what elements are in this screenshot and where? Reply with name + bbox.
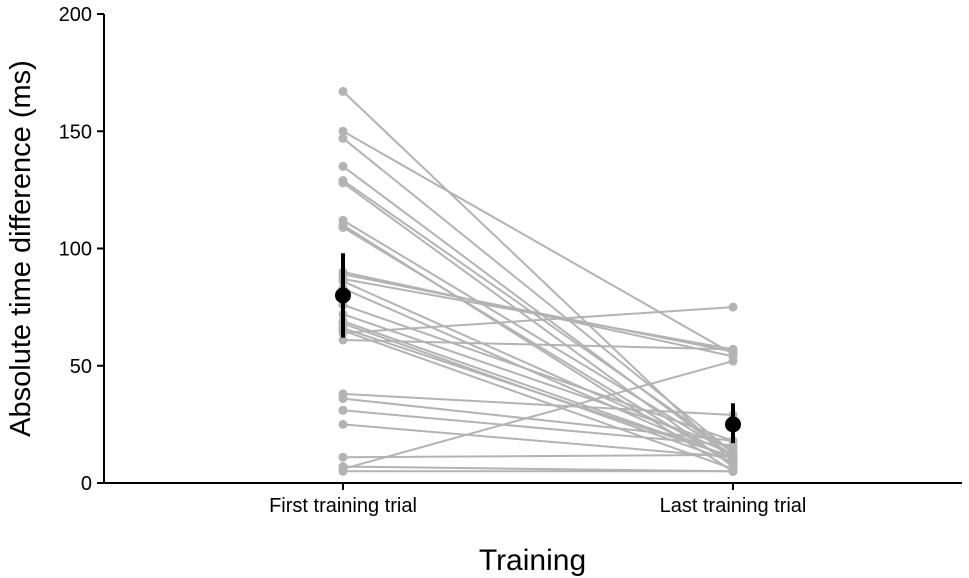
subject-line <box>342 287 734 461</box>
subject-point <box>338 419 348 429</box>
x-axis-title: Training <box>479 544 586 577</box>
y-tick-label: 50 <box>70 356 92 378</box>
subject-line <box>342 338 734 351</box>
subject-line <box>342 303 734 442</box>
subject-point <box>338 178 348 188</box>
y-tick-label: 200 <box>59 4 92 26</box>
x-tick-label: Last training trial <box>660 495 807 517</box>
subject-point <box>338 222 348 232</box>
subject-point <box>728 344 738 354</box>
subject-point <box>728 466 738 476</box>
y-tick-label: 150 <box>59 121 92 143</box>
subject-point <box>338 161 348 171</box>
subject-line <box>342 423 734 459</box>
subject-line <box>342 327 734 459</box>
subject-line <box>342 392 734 416</box>
subject-point <box>338 405 348 415</box>
subject-line <box>342 165 734 459</box>
mean-marks <box>335 253 741 444</box>
subject-line <box>342 453 734 459</box>
subject-line <box>342 273 734 353</box>
y-axis-ticks: 0 50 100 150 200 <box>59 4 104 495</box>
subject-point <box>728 356 738 366</box>
subject-point <box>338 466 348 476</box>
subject-line <box>342 278 734 351</box>
subject-line <box>342 397 734 442</box>
subject-line <box>342 179 734 454</box>
subject-point <box>728 450 738 460</box>
subject-line <box>342 313 734 449</box>
subject-line <box>342 182 734 468</box>
x-axis-ticks: First training trial Last training trial <box>269 483 806 517</box>
subject-line <box>342 219 734 456</box>
subject-lines <box>342 90 734 473</box>
y-tick-label: 0 <box>81 473 92 495</box>
mean-point <box>725 416 741 433</box>
subject-line <box>342 306 734 334</box>
subject-point <box>338 86 348 96</box>
y-tick-label: 100 <box>59 239 92 261</box>
subject-point <box>338 126 348 136</box>
subject-point <box>338 394 348 404</box>
x-tick-label: First training trial <box>269 495 417 517</box>
mean-point <box>335 287 351 304</box>
subject-line <box>342 137 734 454</box>
subject-line <box>342 360 734 470</box>
subject-point <box>338 335 348 345</box>
subject-line <box>342 409 734 447</box>
subject-line <box>342 329 734 470</box>
subject-point <box>728 302 738 312</box>
subject-line <box>342 130 734 355</box>
subject-point <box>728 440 738 450</box>
subject-point <box>338 133 348 143</box>
subject-point <box>338 452 348 462</box>
y-axis-title: Absolute time difference (ms) <box>5 60 37 437</box>
